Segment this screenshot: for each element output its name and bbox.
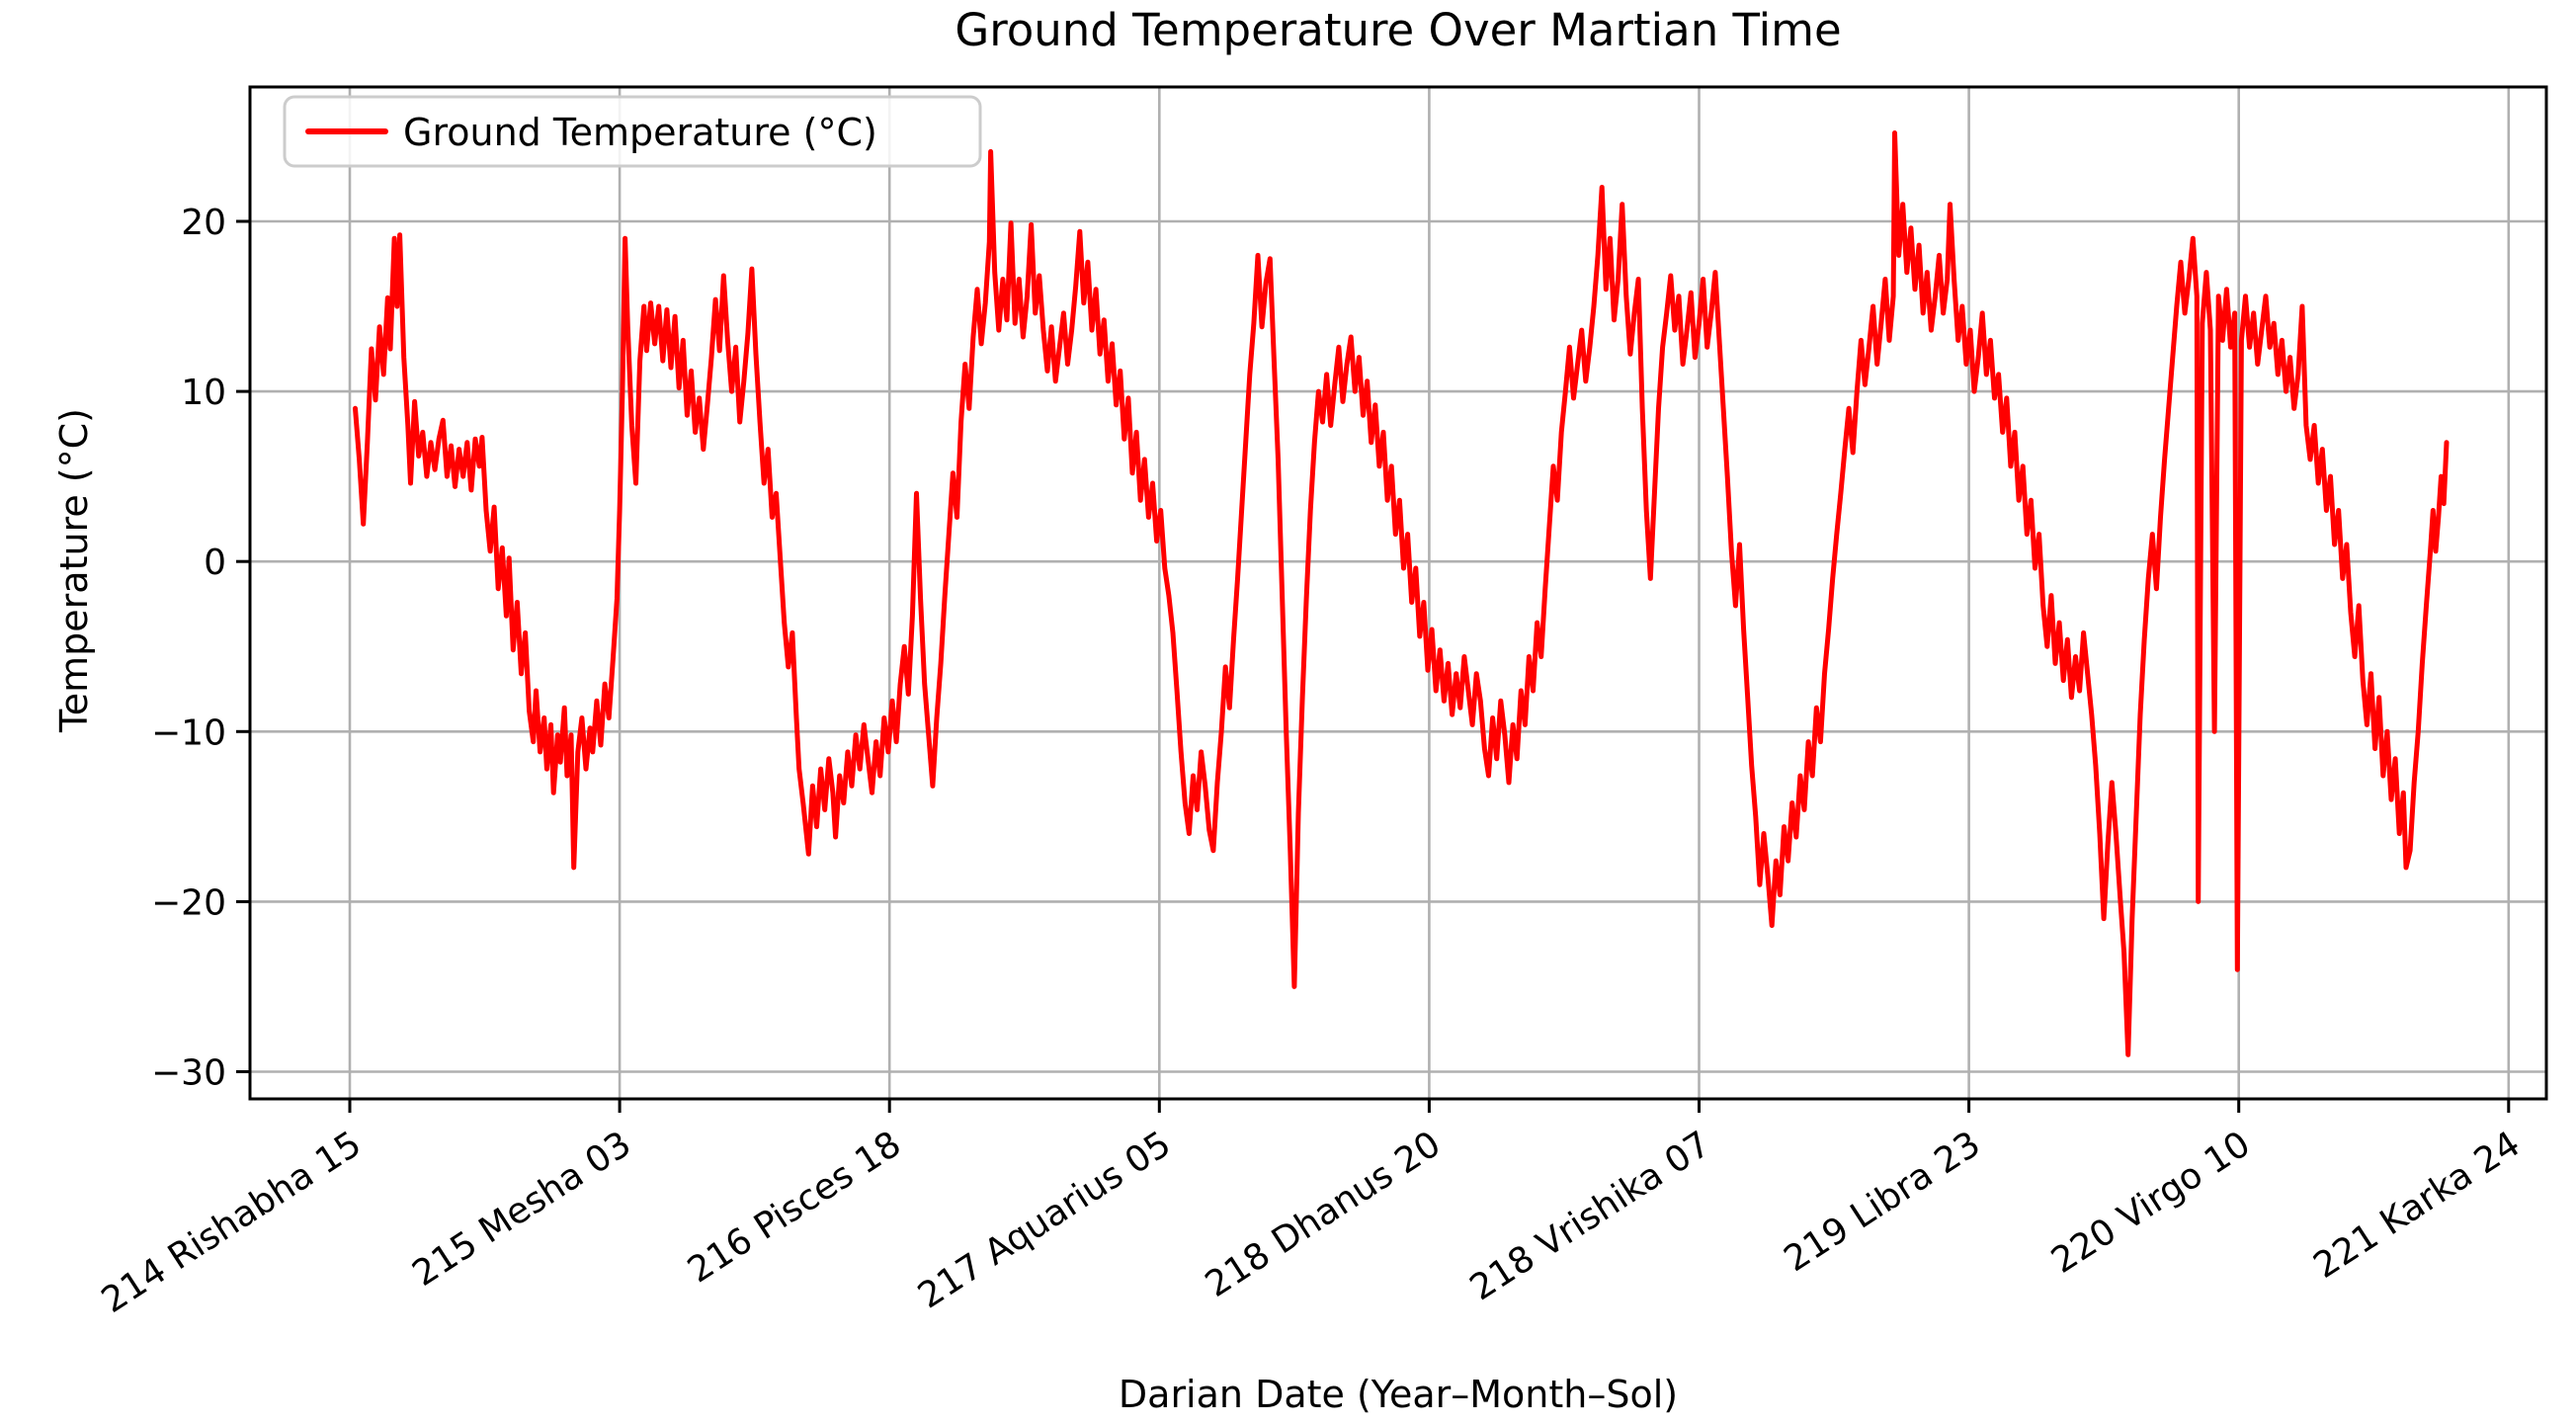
x-tick-label: 218 Dhanus 20 [1199,1124,1448,1305]
y-tick-label: −10 [151,712,226,753]
tick-layer: −30 −20 −10 0 10 20 214 Rishabha 15 215 Mesha 0… [95,203,2528,1321]
ground-temperature-line [353,130,2450,1057]
legend-label: Ground Temperature (°C) [403,111,877,154]
x-tick-label: 216 Pisces 18 [681,1124,908,1291]
x-tick-label: 221 Karka 24 [2306,1124,2527,1287]
x-tick-label: 219 Libra 23 [1778,1124,1988,1280]
legend-box [283,95,982,168]
x-tick-label: 220 Virgo 10 [2044,1124,2257,1282]
y-tick-label: 10 [181,373,226,413]
y-tick-label: 0 [204,543,226,583]
series-layer [353,130,2450,1057]
y-tick-label: −20 [151,882,226,923]
legend: Ground Temperature (°C) [283,95,982,168]
y-tick-label: 20 [181,203,226,243]
x-axis-label: Darian Date (Year–Month–Sol) [1119,1373,1678,1416]
x-tick-label: 218 Vrishika 07 [1463,1124,1718,1308]
y-tick-label: −30 [151,1053,226,1094]
x-tick-label: 215 Mesha 03 [405,1124,638,1295]
x-tick-label: 214 Rishabha 15 [95,1124,369,1321]
y-axis-label: Temperature (°C) [52,408,96,733]
plot-border [248,85,2548,1101]
chart-title: Ground Temperature Over Martian Time [955,4,1841,56]
x-tick-label: 217 Aquarius 05 [911,1124,1178,1316]
